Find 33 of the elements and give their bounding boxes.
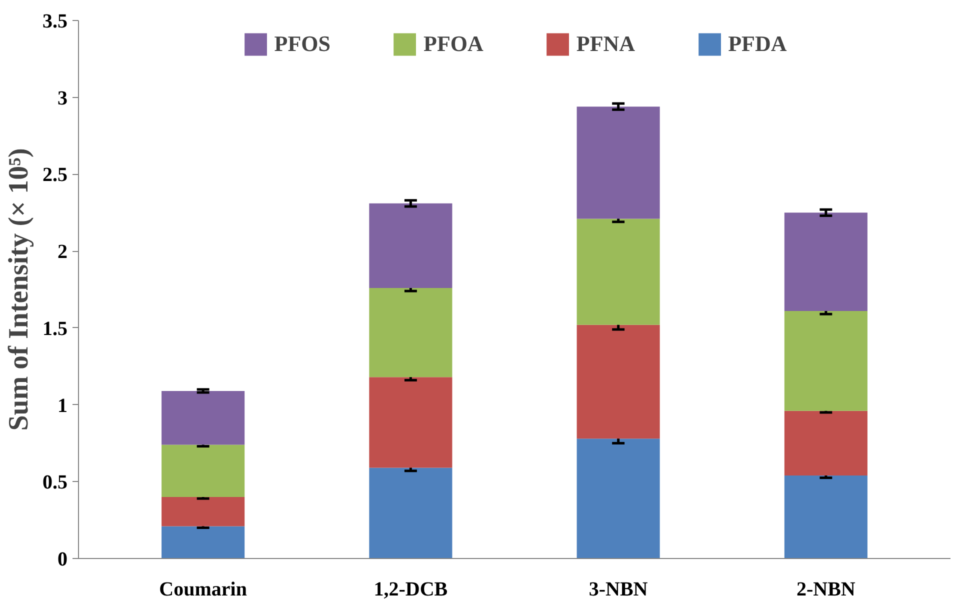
bar (369, 468, 452, 558)
legend-label: PFOS (274, 31, 331, 57)
bar (576, 218, 660, 325)
bar (576, 438, 660, 558)
y-tick-label: 1.5 (42, 318, 68, 340)
bar (784, 212, 868, 312)
bar (576, 106, 660, 219)
bar (784, 475, 868, 558)
x-tick-label: Coumarin (159, 578, 247, 600)
y-axis-title: Sum of Intensity (× 10⁵) (4, 148, 34, 431)
bar (162, 526, 245, 558)
x-tick-label: 1,2-DCB (374, 578, 448, 600)
y-tick-label: 0 (58, 548, 68, 570)
bar (369, 203, 452, 288)
bar (784, 410, 868, 476)
bar (784, 311, 868, 411)
bar (369, 377, 452, 468)
legend-label: PFNA (576, 31, 636, 57)
legend-label: PFOA (424, 31, 484, 57)
y-tick-label: 0.5 (42, 472, 68, 494)
legend-label: PFDA (728, 31, 787, 57)
bar (369, 288, 452, 378)
bar (162, 497, 245, 526)
x-tick-label: 2-NBN (796, 578, 856, 600)
y-tick-label: 1 (58, 394, 68, 417)
y-tick-label: 3 (58, 87, 68, 110)
y-tick-label: 2.5 (42, 164, 68, 186)
x-tick-label: 3-NBN (588, 578, 648, 600)
y-tick-label: 2 (58, 241, 68, 264)
y-tick-label: 3.5 (42, 10, 68, 32)
bar (576, 324, 660, 439)
bar (162, 390, 245, 445)
bar (162, 444, 245, 498)
